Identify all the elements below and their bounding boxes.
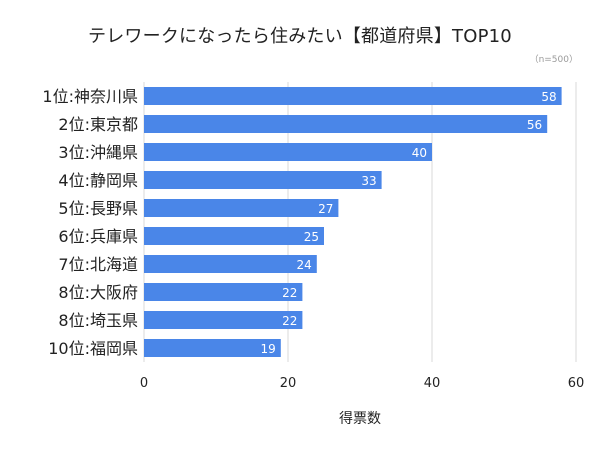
data-label: 58 xyxy=(541,90,556,104)
category-label: 8位:大阪府 xyxy=(58,283,138,302)
category-label: 10位:福岡県 xyxy=(48,339,138,358)
x-tick-label: 40 xyxy=(424,376,441,391)
category-label: 7位:北海道 xyxy=(58,255,138,274)
data-label: 22 xyxy=(282,314,297,328)
data-label: 33 xyxy=(361,174,376,188)
category-label: 2位:東京都 xyxy=(58,115,138,134)
bar xyxy=(144,115,548,133)
bar xyxy=(144,283,303,301)
category-label: 3位:沖縄県 xyxy=(58,143,138,162)
data-label: 25 xyxy=(304,230,319,244)
x-tick-labels: 0 20 40 60 xyxy=(140,376,584,391)
data-label: 24 xyxy=(297,258,312,272)
data-label: 27 xyxy=(318,202,333,216)
x-tick-label: 0 xyxy=(140,376,148,391)
bar xyxy=(144,199,339,217)
x-axis-label: 得票数 xyxy=(339,411,381,427)
bar xyxy=(144,87,562,105)
bar xyxy=(144,143,432,161)
x-tick-label: 20 xyxy=(280,376,297,391)
sample-size-note: （n=500） xyxy=(529,55,578,65)
category-labels: 1位:神奈川県 2位:東京都 3位:沖縄県 4位:静岡県 5位:長野県 6位:兵庫県 7位:… xyxy=(42,87,138,358)
bar xyxy=(144,227,324,245)
x-tick-label: 60 xyxy=(568,376,585,391)
data-label: 22 xyxy=(282,286,297,300)
category-label: 5位:長野県 xyxy=(58,199,138,218)
category-label: 4位:静岡県 xyxy=(58,171,138,190)
data-label: 40 xyxy=(412,146,427,160)
bar xyxy=(144,255,317,273)
data-label: 19 xyxy=(261,342,276,356)
data-label: 56 xyxy=(527,118,542,132)
category-label: 6位:兵庫県 xyxy=(58,227,138,246)
bar xyxy=(144,311,303,329)
category-label: 1位:神奈川県 xyxy=(42,87,138,106)
bar xyxy=(144,339,281,357)
chart-title: テレワークになったら住みたい【都道府県】TOP10 xyxy=(88,26,512,47)
category-label: 8位:埼玉県 xyxy=(58,311,138,330)
bar xyxy=(144,171,382,189)
